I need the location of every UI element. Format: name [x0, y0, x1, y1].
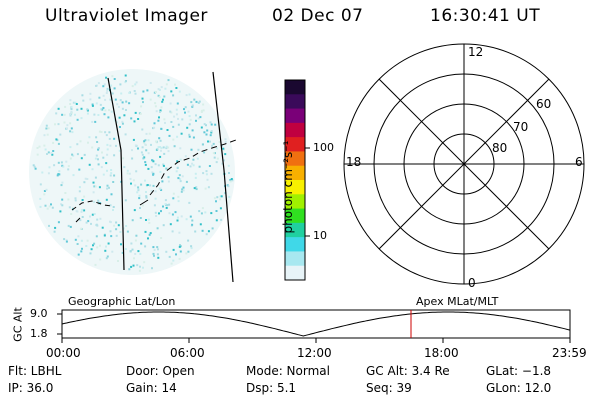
lat-label-70: 70	[513, 120, 529, 134]
time-label: 16:30:41 UT	[430, 6, 541, 26]
timeline-x-tick-18: 18:00	[424, 346, 459, 360]
uv-image-disk	[29, 69, 235, 275]
colorbar-tick-10: 10	[313, 229, 327, 242]
status-seq: Seq: 39	[366, 381, 412, 395]
status-glat: GLat: −1.8	[486, 364, 552, 378]
colorbar-swatch	[285, 208, 305, 224]
altitude-timeline	[57, 309, 571, 343]
uv-speckles	[32, 74, 234, 272]
mlt-label-6: 6	[575, 155, 583, 169]
status-flt: Flt: LBHL	[8, 364, 62, 378]
colorbar-swatch	[285, 222, 305, 238]
timeline-y-tick-9: 9.0	[30, 307, 48, 320]
colorbar-swatch	[285, 122, 305, 138]
mlt-label-18: 18	[346, 155, 362, 169]
coastline	[75, 199, 149, 223]
timeline-x-tick-0: 00:00	[46, 346, 81, 360]
status-ip: IP: 36.0	[8, 381, 54, 395]
meridian-line	[107, 77, 125, 271]
mlt-label-0: 0	[468, 276, 476, 290]
colorbar-swatch	[285, 151, 305, 167]
colorbar-swatch	[285, 237, 305, 252]
colorbar-swatch	[285, 180, 305, 195]
coastline	[149, 139, 237, 196]
timeline-right-label: Apex MLat/MLT	[416, 295, 499, 308]
app-title: Ultraviolet Imager	[45, 6, 208, 26]
timeline-frame	[61, 309, 571, 339]
status-dsp: Dsp: 5.1	[246, 381, 297, 395]
colorbar	[284, 79, 310, 281]
status-mode: Mode: Normal	[246, 364, 330, 378]
colorbar-swatch	[285, 94, 305, 110]
coastline	[71, 200, 113, 211]
timeline-left-label: Geographic Lat/Lon	[68, 295, 176, 308]
meridian-line	[212, 71, 234, 283]
colorbar-swatch	[285, 108, 305, 124]
polar-diagonal	[378, 78, 550, 250]
status-door: Door: Open	[126, 364, 195, 378]
status-glon: GLon: 12.0	[486, 381, 552, 395]
altitude-curve	[61, 311, 571, 337]
mlt-label-12: 12	[468, 45, 484, 59]
timeline-x-tick-12: 12:00	[297, 346, 332, 360]
lat-label-80: 80	[492, 141, 508, 155]
colorbar-swatch	[285, 265, 305, 281]
date-label: 02 Dec 07	[272, 6, 364, 26]
timeline-y-title: GC Alt	[11, 307, 25, 342]
uv-image	[29, 69, 237, 283]
colorbar-swatch	[285, 80, 305, 95]
timeline-x-tick-24: 23:59	[552, 346, 587, 360]
colorbar-swatch	[285, 194, 305, 210]
timeline-y-tick-1: 1.8	[30, 327, 48, 340]
colorbar-swatch	[285, 165, 305, 181]
polar-plot	[343, 43, 585, 285]
status-gcalt: GC Alt: 3.4 Re	[366, 364, 450, 378]
colorbar-frame	[284, 79, 306, 281]
colorbar-tick-100: 100	[313, 141, 334, 154]
colorbar-swatch	[285, 251, 305, 267]
colorbar-swatch	[285, 137, 305, 152]
lat-label-60: 60	[536, 97, 552, 111]
timeline-x-tick-6: 06:00	[170, 346, 205, 360]
colorbar-label: photon cm⁻²s⁻¹	[281, 140, 295, 234]
status-gain: Gain: 14	[126, 381, 177, 395]
